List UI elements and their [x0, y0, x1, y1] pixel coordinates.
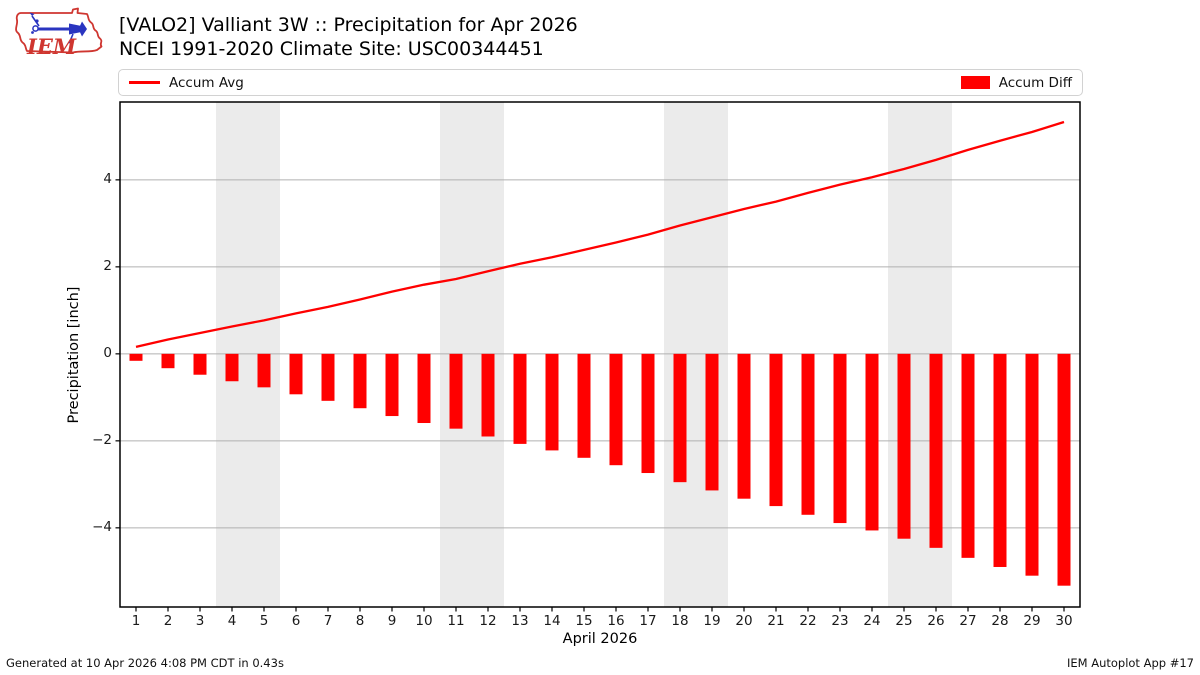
- y-tick-label: 0: [103, 344, 112, 361]
- x-tick-label: 17: [639, 613, 657, 629]
- accum-diff-bar: [257, 353, 271, 388]
- accum-diff-bar: [353, 353, 367, 409]
- accum-diff-bar: [577, 353, 591, 458]
- x-tick-label: 11: [447, 613, 465, 629]
- generated-timestamp: Generated at 10 Apr 2026 4:08 PM CDT in …: [6, 656, 284, 670]
- x-tick-label: 19: [703, 613, 721, 629]
- x-tick-label: 24: [863, 613, 881, 629]
- x-tick-label: 10: [415, 613, 433, 629]
- y-axis-title: Precipitation [inch]: [66, 286, 82, 424]
- legend: Accum Avg Accum Diff: [118, 69, 1083, 96]
- x-tick-label: 12: [479, 613, 497, 629]
- x-tick-label: 2: [163, 613, 173, 629]
- accum-diff-bar: [513, 353, 527, 444]
- chart-title: [VALO2] Valliant 3W :: Precipitation for…: [119, 14, 578, 36]
- accum-diff-bar: [481, 353, 495, 437]
- accum-diff-bar: [769, 353, 783, 507]
- y-tick-label: −4: [92, 518, 112, 535]
- accum-diff-bar: [417, 353, 431, 424]
- plot-frame: [119, 101, 1081, 608]
- x-tick-label: 27: [959, 613, 977, 629]
- accum-diff-bar: [193, 353, 207, 375]
- accum-diff-bar-swatch: [960, 76, 990, 89]
- accum-diff-bar: [321, 353, 335, 401]
- x-tick-label: 23: [831, 613, 849, 629]
- x-tick-label: 1: [131, 613, 141, 629]
- x-tick-label: 8: [355, 613, 365, 629]
- x-tick-label: 13: [511, 613, 529, 629]
- accum-diff-bar: [641, 353, 655, 474]
- y-tick-label: 2: [103, 257, 112, 274]
- accum-diff-bar: [1057, 353, 1071, 586]
- app-credit: IEM Autoplot App #17: [1066, 656, 1194, 670]
- gridlines: [120, 179, 1080, 529]
- iem-logo-text: IEM: [26, 34, 77, 59]
- accum-diff-bar: [961, 353, 975, 558]
- accum-diff-bar: [545, 353, 559, 451]
- iem-logo: IEM: [15, 7, 103, 59]
- accum-diff-bar: [225, 353, 239, 382]
- x-tick-label: 16: [607, 613, 625, 629]
- accum-avg-line-swatch: [129, 81, 160, 84]
- legend-label-accum-avg: Accum Avg: [169, 74, 244, 91]
- x-tick-label: 3: [195, 613, 205, 629]
- legend-item-accum-avg: Accum Avg: [129, 75, 244, 91]
- x-tick-label: 6: [291, 613, 301, 629]
- y-tick-label: 4: [103, 170, 112, 187]
- weather-vane-icon: [29, 12, 87, 44]
- x-tick-label: 7: [323, 613, 333, 629]
- x-tick-label: 25: [895, 613, 913, 629]
- legend-item-accum-diff: Accum Diff: [960, 74, 1072, 91]
- x-tick-label: 18: [671, 613, 689, 629]
- x-axis-title: April 2026: [562, 631, 638, 647]
- plot-area: [115, 101, 1081, 612]
- chart-subtitle: NCEI 1991-2020 Climate Site: USC00344451: [119, 38, 544, 60]
- accum-diff-bar: [993, 353, 1007, 567]
- accum-diff-bar: [673, 353, 687, 483]
- accum-diff-bars: [129, 353, 1071, 586]
- x-tick-label: 15: [575, 613, 593, 629]
- accum-diff-bar: [865, 353, 879, 531]
- x-tick-label: 14: [543, 613, 561, 629]
- accum-diff-bar: [737, 353, 751, 499]
- x-tick-label: 9: [387, 613, 397, 629]
- y-tick-label: −2: [92, 431, 112, 448]
- x-tick-label: 28: [991, 613, 1009, 629]
- x-tick-label: 30: [1055, 613, 1073, 629]
- accum-diff-bar: [705, 353, 719, 491]
- accum-diff-bar: [129, 353, 143, 361]
- accum-diff-bar: [289, 353, 303, 395]
- accum-diff-bar: [833, 353, 847, 524]
- accum-diff-bar: [929, 353, 943, 548]
- x-tick-label: 20: [735, 613, 753, 629]
- x-tick-label: 21: [767, 613, 785, 629]
- x-tick-label: 29: [1023, 613, 1041, 629]
- accum-diff-bar: [385, 353, 399, 417]
- accum-diff-bar: [161, 353, 175, 369]
- legend-label-accum-diff: Accum Diff: [998, 74, 1072, 91]
- accum-diff-bar: [609, 353, 623, 466]
- accum-avg-line: [135, 120, 1065, 349]
- accum-diff-bar: [801, 353, 815, 515]
- x-tick-label: 5: [259, 613, 269, 629]
- x-tick-label: 22: [799, 613, 817, 629]
- accum-diff-bar: [1025, 353, 1039, 576]
- accum-diff-bar: [449, 353, 463, 429]
- accum-diff-bar: [897, 353, 911, 539]
- chart-title-block: [VALO2] Valliant 3W :: Precipitation for…: [119, 13, 578, 61]
- x-tick-label: 4: [227, 613, 237, 629]
- x-tick-label: 26: [927, 613, 945, 629]
